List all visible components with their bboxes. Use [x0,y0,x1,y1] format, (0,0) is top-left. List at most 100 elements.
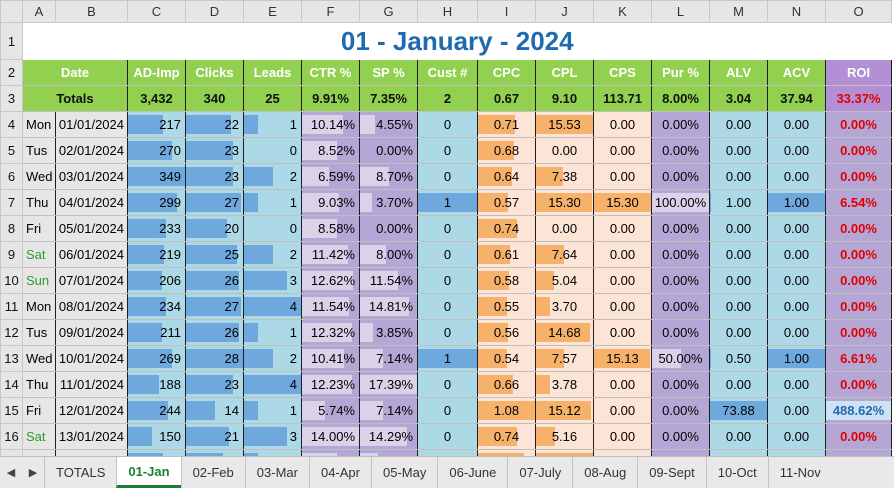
leads-cell[interactable]: 1 [244,398,302,424]
clicks-cell[interactable]: 28 [186,346,244,372]
pur-cell[interactable]: 0.00% [652,164,710,190]
ad-imp-cell[interactable]: 217 [128,112,186,138]
cpc-cell[interactable]: 0.61 [478,242,536,268]
header-alv[interactable]: ALV [710,60,768,86]
day-cell[interactable]: Thu [23,372,56,398]
date-cell[interactable]: 13/01/2024 [56,424,128,450]
col-header-g[interactable]: G [360,1,418,23]
cpl-cell[interactable]: 15.12 [536,398,594,424]
cust-cell[interactable]: 1 [418,346,478,372]
acv-cell[interactable]: 0.00 [768,294,826,320]
sheet-tab[interactable]: 10-Oct [706,457,768,488]
sp-cell[interactable]: 8.70% [360,164,418,190]
day-cell[interactable]: Sun [23,268,56,294]
pur-cell[interactable]: 0.00% [652,424,710,450]
ad-imp-cell[interactable]: 234 [128,294,186,320]
clicks-cell[interactable]: 22 [186,112,244,138]
row-header[interactable]: 14 [1,372,23,398]
cps-cell[interactable]: 0.00 [594,216,652,242]
cpc-cell[interactable]: 0.71 [478,112,536,138]
row-header[interactable]: 8 [1,216,23,242]
leads-cell[interactable]: 2 [244,164,302,190]
cpc-cell[interactable]: 0.66 [478,372,536,398]
cpc-cell[interactable]: 0.57 [478,190,536,216]
ad-imp-cell[interactable]: 212 [128,450,186,457]
cust-cell[interactable]: 0 [418,268,478,294]
ctr-cell[interactable]: 12.62% [302,268,360,294]
leads-cell[interactable]: 4 [244,372,302,398]
ctr-cell[interactable]: 10.14% [302,112,360,138]
day-cell[interactable]: Fri [23,216,56,242]
sheet-tab[interactable]: 09-Sept [637,457,706,488]
acv-cell[interactable]: 0.00 [768,216,826,242]
clicks-cell[interactable]: 26 [186,320,244,346]
roi-cell[interactable]: 6.54% [826,190,892,216]
date-cell[interactable]: 04/01/2024 [56,190,128,216]
sp-cell[interactable]: 0.00% [360,138,418,164]
alv-cell[interactable]: 0.00 [710,216,768,242]
pur-cell[interactable]: 0.00% [652,242,710,268]
roi-cell[interactable]: 6.61% [826,346,892,372]
leads-cell[interactable]: 1 [244,190,302,216]
date-cell[interactable]: 14/01/2024 [56,450,128,457]
day-cell[interactable]: Thu [23,190,56,216]
alv-cell[interactable]: 0.00 [710,242,768,268]
sp-cell[interactable]: 0.00% [360,216,418,242]
row-header[interactable]: 9 [1,242,23,268]
date-cell[interactable]: 09/01/2024 [56,320,128,346]
cpl-cell[interactable]: 5.04 [536,268,594,294]
roi-cell[interactable]: 0.00% [826,164,892,190]
cpl-cell[interactable]: 7.38 [536,164,594,190]
cpc-cell[interactable]: 0.58 [478,268,536,294]
pur-cell[interactable]: 0.00% [652,138,710,164]
ctr-cell[interactable]: 12.23% [302,372,360,398]
acv-cell[interactable]: 1.00 [768,190,826,216]
alv-cell[interactable]: 0.00 [710,112,768,138]
sheet-tab[interactable]: 02-Feb [181,457,245,488]
header-acv[interactable]: ACV [768,60,826,86]
row-header[interactable]: 5 [1,138,23,164]
pur-cell[interactable]: 0.00% [652,372,710,398]
row-header[interactable]: 11 [1,294,23,320]
header-cpl[interactable]: CPL [536,60,594,86]
sp-cell[interactable]: 8.00% [360,242,418,268]
total-leads[interactable]: 25 [244,86,302,112]
clicks-cell[interactable]: 23 [186,164,244,190]
total-cust[interactable]: 2 [418,86,478,112]
ctr-cell[interactable]: 10.41% [302,346,360,372]
leads-cell[interactable]: 0 [244,138,302,164]
clicks-cell[interactable]: 25 [186,242,244,268]
date-cell[interactable]: 12/01/2024 [56,398,128,424]
day-cell[interactable]: Tus [23,320,56,346]
leads-cell[interactable]: 1 [244,320,302,346]
row-header[interactable]: 13 [1,346,23,372]
pur-cell[interactable]: 100.00% [652,190,710,216]
roi-cell[interactable]: 0.00% [826,294,892,320]
cps-cell[interactable]: 0.00 [594,320,652,346]
leads-cell[interactable]: 3 [244,268,302,294]
scroll-tabs-left-icon[interactable]: ◀ [7,466,15,479]
clicks-cell[interactable]: 18 [186,450,244,457]
date-cell[interactable]: 03/01/2024 [56,164,128,190]
clicks-cell[interactable]: 21 [186,424,244,450]
ad-imp-cell[interactable]: 211 [128,320,186,346]
date-cell[interactable]: 05/01/2024 [56,216,128,242]
ctr-cell[interactable]: 12.32% [302,320,360,346]
col-header-m[interactable]: M [710,1,768,23]
total-cps[interactable]: 113.71 [594,86,652,112]
cpl-cell[interactable]: 0.00 [536,138,594,164]
col-header-e[interactable]: E [244,1,302,23]
row-header[interactable]: 2 [1,60,23,86]
roi-cell[interactable]: 0.00% [826,424,892,450]
date-cell[interactable]: 02/01/2024 [56,138,128,164]
row-header[interactable]: 16 [1,424,23,450]
ctr-cell[interactable]: 9.03% [302,190,360,216]
ctr-cell[interactable]: 8.52% [302,138,360,164]
roi-cell[interactable]: 0.00% [826,112,892,138]
clicks-cell[interactable]: 27 [186,294,244,320]
total-ad-imp[interactable]: 3,432 [128,86,186,112]
cpl-cell[interactable]: 14.68 [536,320,594,346]
page-title[interactable]: 01 - January - 2024 [23,23,892,60]
ctr-cell[interactable]: 11.42% [302,242,360,268]
cpl-cell[interactable]: 7.64 [536,242,594,268]
